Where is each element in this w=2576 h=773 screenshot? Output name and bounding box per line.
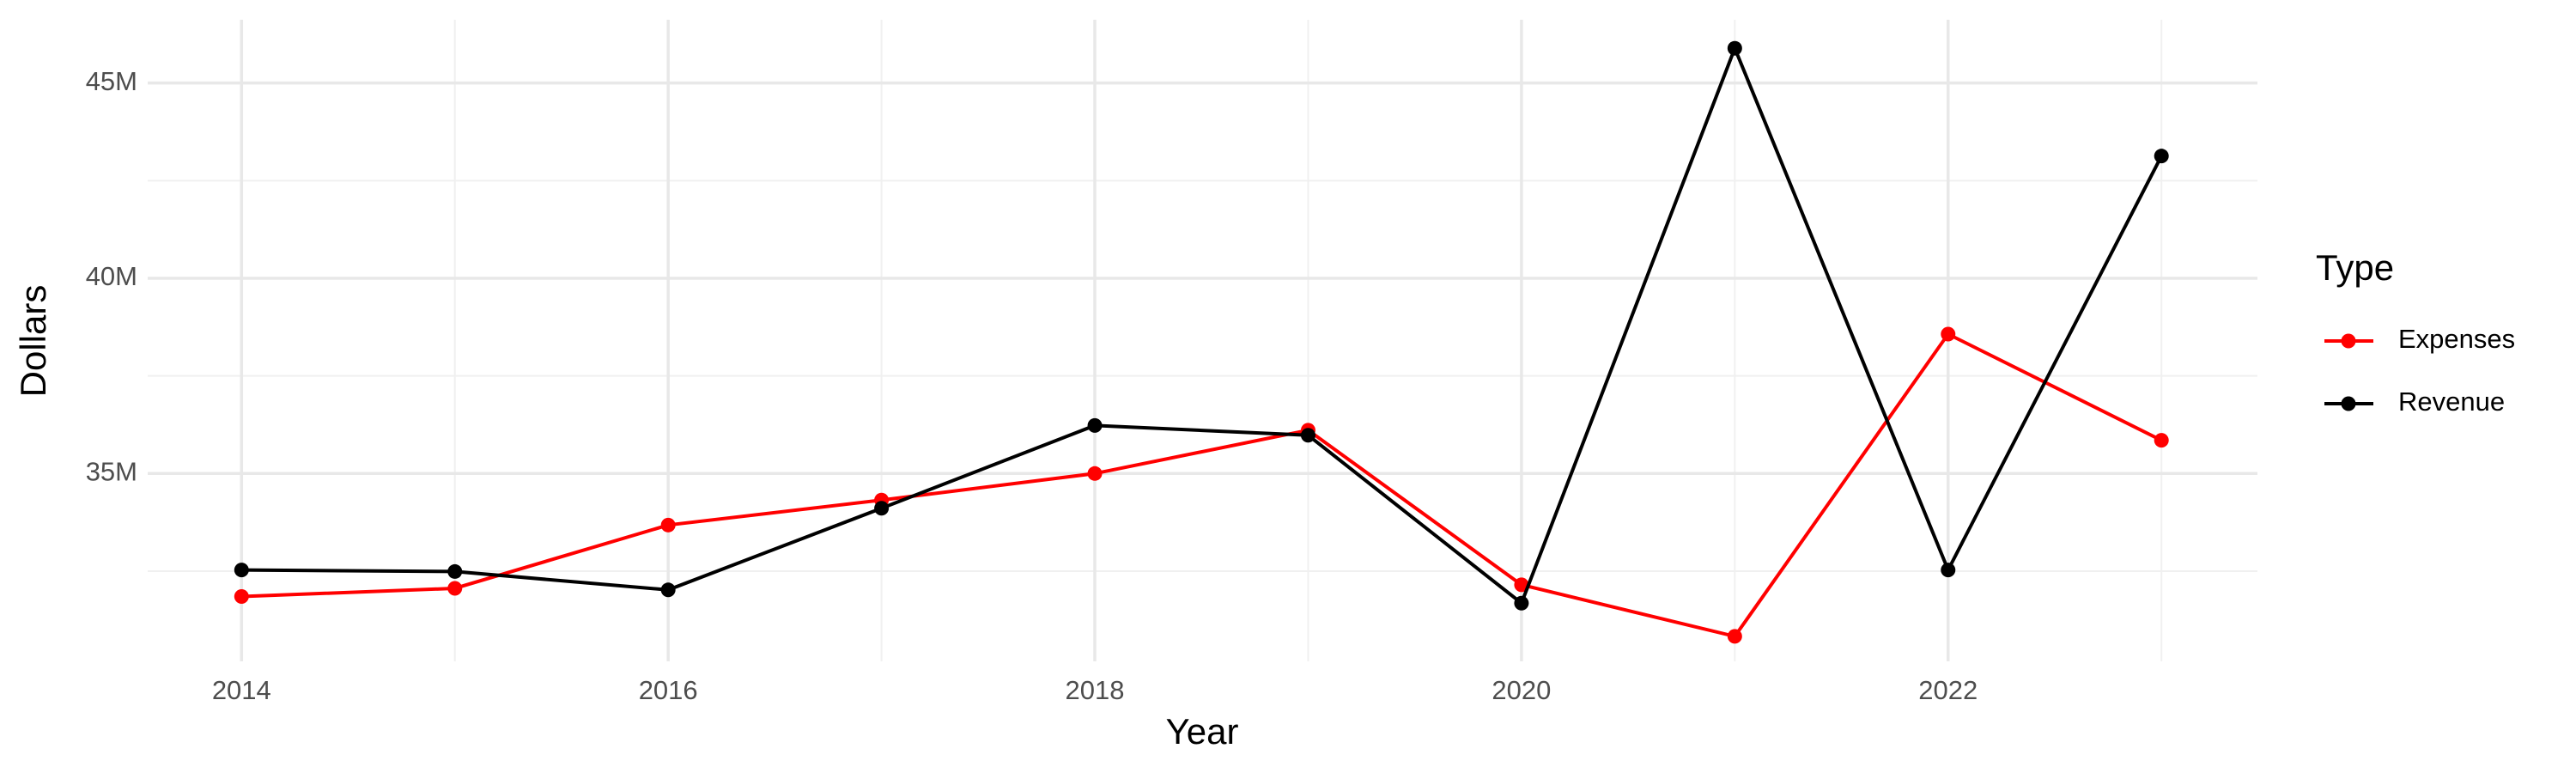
y-tick-label: 45M <box>86 66 137 96</box>
data-point <box>1727 629 1742 644</box>
data-point <box>874 501 890 516</box>
legend-label: Revenue <box>2398 386 2505 417</box>
y-tick-label: 40M <box>86 261 137 291</box>
x-tick-label: 2016 <box>639 675 698 705</box>
data-point <box>1941 326 1956 342</box>
data-point <box>1941 563 1956 578</box>
x-tick-label: 2022 <box>1918 675 1978 705</box>
series-line <box>241 332 2163 639</box>
data-point <box>234 589 249 605</box>
x-tick-label: 2020 <box>1492 675 1551 705</box>
data-point <box>234 563 249 578</box>
legend-label: Expenses <box>2398 324 2515 354</box>
data-point <box>1300 428 1315 443</box>
data-point <box>660 582 676 598</box>
data-point <box>660 517 676 533</box>
legend-marker <box>2341 333 2356 349</box>
x-tick-label: 2014 <box>212 675 271 705</box>
legend-marker <box>2341 396 2356 411</box>
y-tick-label: 35M <box>86 456 137 486</box>
x-axis-title: Year <box>1166 711 1239 752</box>
data-point <box>447 563 463 579</box>
x-tick-label: 2018 <box>1066 675 1125 705</box>
data-point <box>447 581 463 596</box>
data-point <box>1514 595 1529 611</box>
grid <box>148 20 2257 661</box>
data-point <box>1514 577 1529 593</box>
data-point <box>2154 149 2169 164</box>
data-point <box>2154 433 2169 448</box>
data-point <box>1087 466 1103 481</box>
legend-title: Type <box>2316 247 2394 288</box>
series-line <box>241 43 2163 606</box>
data-point <box>1727 40 1742 56</box>
y-axis-title: Dollars <box>13 285 53 398</box>
data-point <box>1087 417 1103 433</box>
